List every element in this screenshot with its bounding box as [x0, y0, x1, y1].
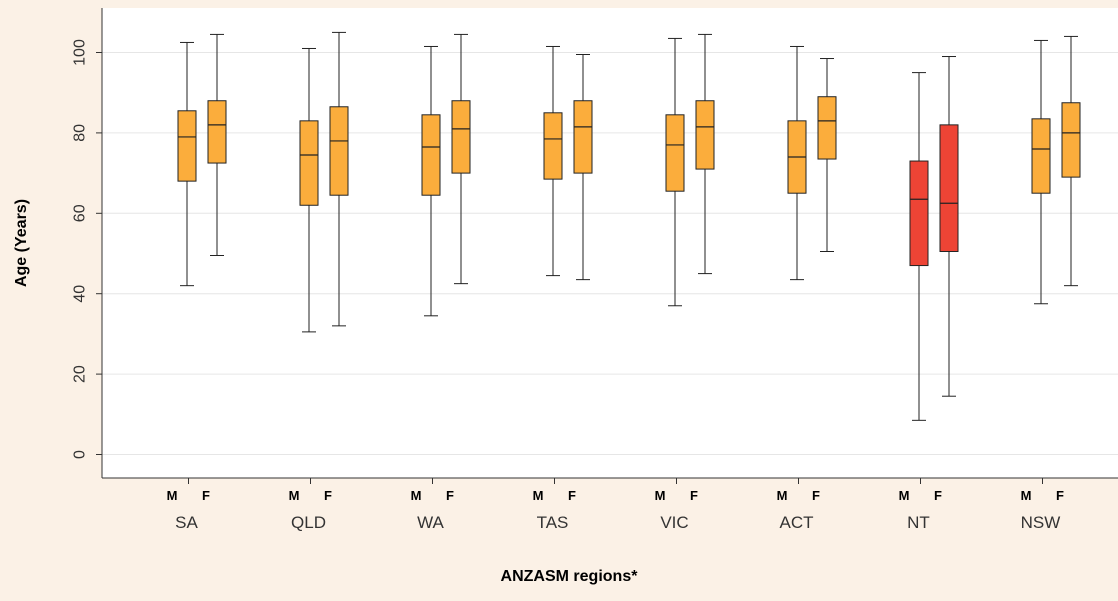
sublabel-m: M — [411, 488, 422, 503]
x-tick-label-sa: SA — [175, 513, 198, 532]
iqr-box — [665, 114, 685, 192]
sublabel-m: M — [289, 488, 300, 503]
y-ticks: 0 20 40 60 80 100 — [72, 39, 102, 459]
group-qld — [299, 31, 349, 333]
box-vic-f — [695, 33, 715, 275]
iqr-box — [695, 100, 715, 170]
iqr-box — [177, 110, 197, 182]
box-nt-m — [909, 72, 929, 421]
box-tas-f — [573, 54, 593, 281]
sublabel-f: F — [324, 488, 332, 503]
iqr-box — [1031, 118, 1051, 194]
iqr-box — [1061, 102, 1081, 178]
y-axis-title: Age (Years) — [13, 199, 30, 287]
sublabel-f: F — [568, 488, 576, 503]
box-wa-f — [451, 33, 471, 285]
y-tick-label: 20 — [72, 365, 89, 383]
box-sa-f — [207, 33, 227, 257]
iqr-box — [421, 114, 441, 196]
box-nt-f — [939, 56, 959, 397]
box-tas-m — [543, 45, 563, 277]
iqr-box — [543, 112, 563, 180]
y-tick-label: 40 — [72, 285, 89, 303]
plot-area — [102, 8, 1118, 478]
iqr-box — [299, 120, 319, 206]
sublabel-m: M — [655, 488, 666, 503]
box-qld-m — [299, 47, 319, 333]
sublabel-f: F — [1056, 488, 1064, 503]
sublabel-f: F — [690, 488, 698, 503]
sublabel-m: M — [777, 488, 788, 503]
group-nsw — [1031, 35, 1081, 305]
x-tick-label-tas: TAS — [537, 513, 569, 532]
sublabel-m: M — [899, 488, 910, 503]
x-tick-label-vic: VIC — [660, 513, 688, 532]
iqr-box — [909, 160, 929, 267]
x-tick-label-wa: WA — [417, 513, 444, 532]
group-sa — [177, 33, 227, 287]
sublabel-f: F — [202, 488, 210, 503]
sublabel-f: F — [812, 488, 820, 503]
sublabel-m: M — [1021, 488, 1032, 503]
iqr-box — [817, 96, 837, 160]
group-vic — [665, 33, 715, 307]
group-act — [787, 45, 837, 281]
box-vic-m — [665, 37, 685, 307]
box-qld-f — [329, 31, 349, 327]
box-sa-m — [177, 41, 197, 287]
iqr-box — [207, 100, 227, 164]
iqr-box — [329, 106, 349, 196]
box-wa-m — [421, 45, 441, 317]
group-nt — [909, 56, 959, 421]
sublabel-m: M — [167, 488, 178, 503]
sublabel-m: M — [533, 488, 544, 503]
box-nsw-m — [1031, 39, 1051, 305]
x-axis-title: ANZASM regions* — [501, 568, 639, 585]
group-tas — [543, 45, 593, 281]
x-tick-label-qld: QLD — [291, 513, 326, 532]
sublabel-f: F — [446, 488, 454, 503]
iqr-box — [451, 100, 471, 174]
sublabel-f: F — [934, 488, 942, 503]
x-tick-label-nsw: NSW — [1021, 513, 1061, 532]
group-wa — [421, 33, 471, 317]
iqr-box — [573, 100, 593, 174]
box-act-m — [787, 45, 807, 281]
box-nsw-f — [1061, 35, 1081, 287]
y-tick-label: 100 — [72, 39, 89, 66]
axes — [101, 8, 1118, 479]
x-tick-label-nt: NT — [907, 513, 930, 532]
y-tick-label: 80 — [72, 124, 89, 142]
y-tick-label: 60 — [72, 204, 89, 222]
x-tick-label-act: ACT — [780, 513, 814, 532]
boxes — [177, 31, 1081, 421]
grid — [102, 52, 1118, 455]
iqr-box — [939, 124, 959, 252]
y-tick-label: 0 — [72, 450, 89, 459]
box-act-f — [817, 58, 837, 252]
